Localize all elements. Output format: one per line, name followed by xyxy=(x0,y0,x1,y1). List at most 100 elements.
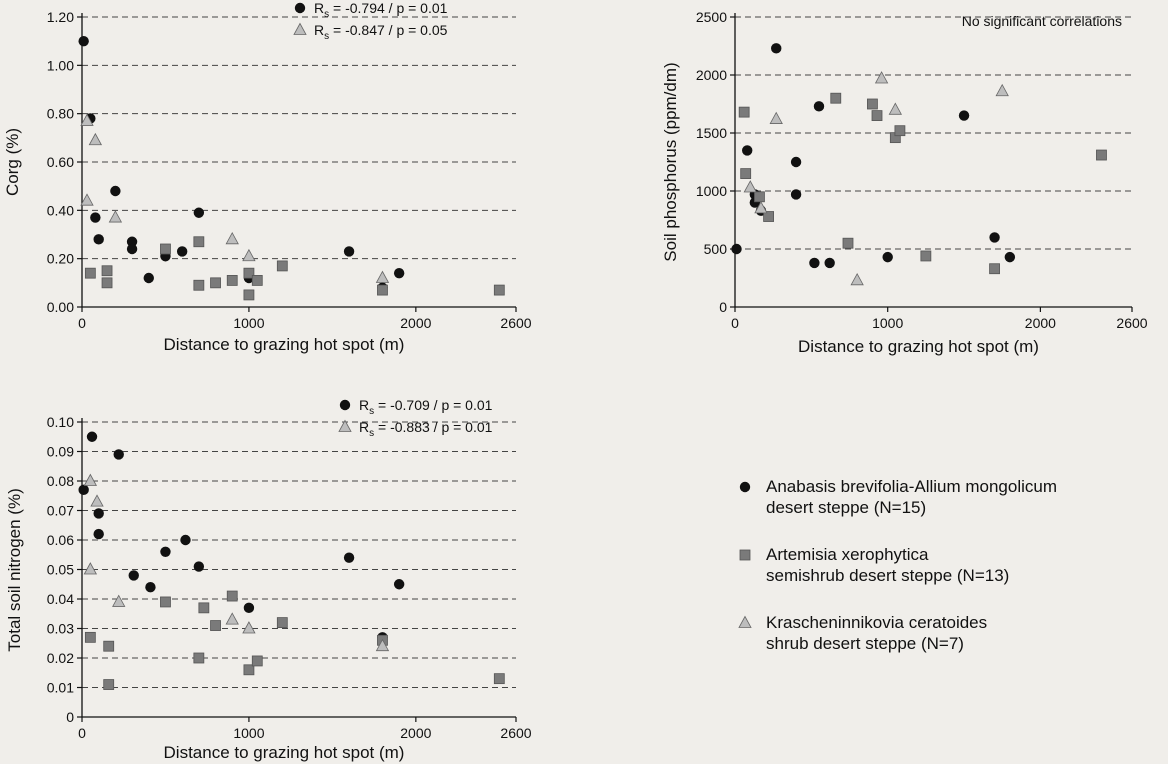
data-point-artemisia xyxy=(493,284,505,296)
data-point-anabasis xyxy=(143,272,154,284)
data-point-artemisia xyxy=(754,191,765,203)
y-tick-label: 0.08 xyxy=(47,473,74,489)
data-point-anabasis xyxy=(824,257,835,269)
data-point-artemisia xyxy=(226,590,238,602)
data-point-artemisia xyxy=(243,289,255,301)
data-point-krascheninnikovia xyxy=(850,272,864,286)
data-point-artemisia xyxy=(830,92,842,104)
annotation-text: Rs = -0.847 / p = 0.05 xyxy=(314,22,448,42)
y-tick-label: 0.06 xyxy=(47,532,74,548)
data-point-krascheninnikovia xyxy=(80,113,94,126)
y-tick-label: 0.00 xyxy=(47,299,74,315)
data-point-anabasis xyxy=(790,189,802,200)
y-tick-label: 1000 xyxy=(696,183,727,199)
legend-label: shrub desert steppe (N=7) xyxy=(766,634,964,653)
data-point-anabasis xyxy=(78,484,89,496)
data-point-krascheninnikovia xyxy=(108,210,123,223)
data-point-artemisia xyxy=(101,265,113,277)
data-point-anabasis xyxy=(180,534,191,546)
x-axis-label: Distance to grazing hot spot (m) xyxy=(164,743,405,762)
annotation-text: Rs = -0.709 / p = 0.01 xyxy=(359,397,493,417)
data-point-krascheninnikovia xyxy=(375,270,390,283)
y-tick-label: 0.20 xyxy=(47,251,74,267)
legend-label: Artemisia xerophytica xyxy=(766,545,929,564)
data-point-artemisia xyxy=(763,211,774,222)
data-point-anabasis xyxy=(93,234,104,245)
x-tick-label: 2000 xyxy=(400,315,431,331)
data-point-artemisia xyxy=(101,277,113,289)
legend-marker-circle xyxy=(739,481,751,493)
y-tick-label: 1500 xyxy=(696,125,727,141)
y-tick-label: 0 xyxy=(719,299,727,315)
y-tick-label: 0.60 xyxy=(47,154,74,170)
nitrogen-panel: 0 0.01 0.02 0.03 0.04 0.05 0.06 0.07 0.08 0.09 0.1… xyxy=(5,397,532,762)
annotation-marker-triangle xyxy=(338,419,352,432)
legend-marker-triangle xyxy=(738,615,752,628)
data-point-artemisia xyxy=(226,275,238,286)
data-point-artemisia xyxy=(84,267,96,279)
data-point-anabasis xyxy=(78,35,89,47)
data-point-anabasis xyxy=(989,232,1000,243)
data-point-anabasis xyxy=(145,582,156,593)
data-point-anabasis xyxy=(343,552,355,563)
data-point-krascheninnikovia xyxy=(375,638,390,652)
x-tick-label: 1000 xyxy=(233,315,264,331)
y-tick-label: 0.07 xyxy=(47,503,74,519)
y-tick-label: 0.80 xyxy=(47,106,74,122)
data-point-anabasis xyxy=(790,156,802,168)
data-point-anabasis xyxy=(126,236,138,247)
data-point-anabasis xyxy=(813,101,825,112)
annotation-text: Rs = -0.794 / p = 0.01 xyxy=(314,0,448,20)
data-point-artemisia xyxy=(193,652,205,664)
data-point-krascheninnikovia xyxy=(225,612,239,625)
legend-label: semishrub desert steppe (N=13) xyxy=(766,566,1009,585)
data-point-artemisia xyxy=(193,279,205,291)
x-tick-label: 2600 xyxy=(500,725,531,741)
y-tick-label: 2500 xyxy=(696,9,727,25)
data-point-anabasis xyxy=(160,546,171,557)
data-point-anabasis xyxy=(958,110,970,121)
legend-marker-square xyxy=(739,549,751,561)
data-point-artemisia xyxy=(493,673,505,685)
data-point-anabasis xyxy=(86,431,98,442)
data-point-krascheninnikovia xyxy=(80,193,94,206)
x-tick-label: 0 xyxy=(78,315,86,331)
legend-label: Krascheninnikovia ceratoides xyxy=(766,613,987,632)
data-point-anabasis xyxy=(128,570,139,581)
y-axis-label: Total soil nitrogen (%) xyxy=(5,488,24,651)
y-axis-label: Soil phosphorus (ppm/dm) xyxy=(661,62,680,261)
data-point-anabasis xyxy=(742,145,753,156)
annotation-text: Rs = -0.883 / p = 0.01 xyxy=(359,419,493,439)
y-tick-label: 0.04 xyxy=(47,591,74,607)
x-tick-label: 2000 xyxy=(400,725,431,741)
data-point-anabasis xyxy=(176,246,188,257)
y-tick-label: 0.10 xyxy=(47,414,74,430)
data-point-artemisia xyxy=(276,260,288,272)
data-point-artemisia xyxy=(210,277,221,289)
y-tick-label: 0.09 xyxy=(47,444,74,460)
x-tick-label: 2000 xyxy=(1025,315,1056,331)
data-point-anabasis xyxy=(393,267,405,279)
data-point-artemisia xyxy=(276,617,288,628)
data-point-artemisia xyxy=(103,640,115,652)
data-point-krascheninnikovia xyxy=(88,132,103,146)
data-point-krascheninnikovia xyxy=(242,621,256,634)
y-tick-label: 1.00 xyxy=(47,57,74,73)
legend-label: Anabasis brevifolia-Allium mongolicum xyxy=(766,477,1057,496)
y-tick-label: 0.03 xyxy=(47,621,74,637)
data-point-artemisia xyxy=(160,596,171,608)
data-point-anabasis xyxy=(809,257,820,269)
data-point-artemisia xyxy=(871,110,883,121)
y-tick-label: 0.05 xyxy=(47,562,74,578)
data-point-krascheninnikovia xyxy=(874,71,889,84)
y-tick-label: 0.40 xyxy=(47,202,74,218)
data-point-anabasis xyxy=(243,602,255,614)
data-point-krascheninnikovia xyxy=(225,231,239,245)
data-point-anabasis xyxy=(126,243,138,255)
x-axis-label: Distance to grazing hot spot (m) xyxy=(798,337,1039,356)
data-point-artemisia xyxy=(251,275,263,286)
data-point-artemisia xyxy=(377,284,388,296)
annotation-marker-circle xyxy=(294,2,306,14)
data-point-artemisia xyxy=(193,236,205,248)
